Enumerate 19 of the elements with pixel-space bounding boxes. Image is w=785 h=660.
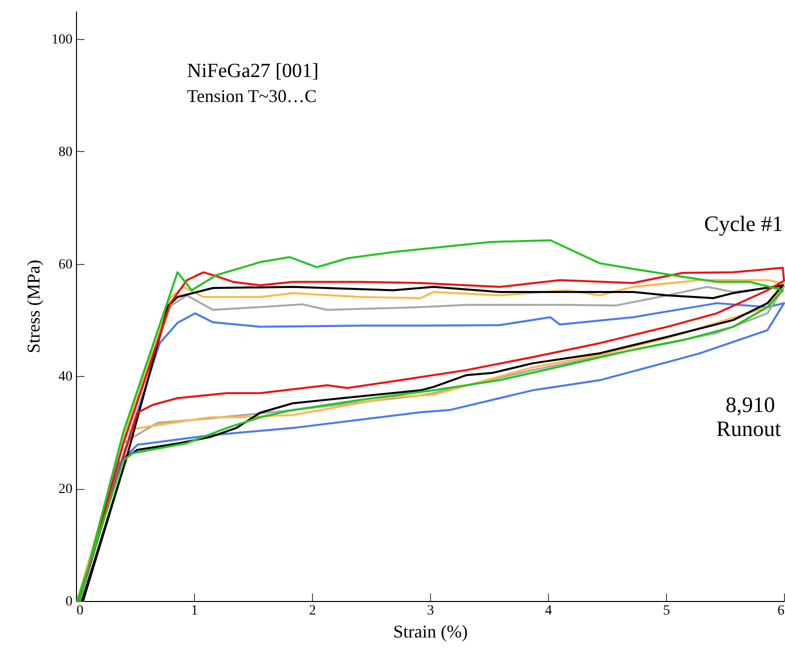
annotation: 8,910 [726,392,775,417]
annotation: Runout [716,416,781,441]
annotation: Tension T~30…C [187,86,317,106]
annotation: Cycle #1 [704,211,783,236]
x-axis-title: Strain (%) [393,622,468,642]
y-tick-label: 60 [58,257,72,272]
x-tick-label: 3 [427,604,434,618]
y-tick-label: 20 [58,482,72,498]
x-tick-label: 6 [778,604,784,618]
annotation: NiFeGa27 [001] [187,60,319,82]
x-tick-label: 5 [663,604,670,618]
y-tick-label: 100 [52,32,72,48]
y-tick-label: 80 [58,144,72,160]
x-tick-label: 0 [76,604,84,618]
x-tick-label: 2 [309,604,316,618]
y-axis-title: Stress (MPa) [24,260,44,354]
y-tick-label: 40 [58,370,72,385]
x-tick-label: 4 [545,604,552,618]
x-tick-label: 1 [191,604,198,618]
